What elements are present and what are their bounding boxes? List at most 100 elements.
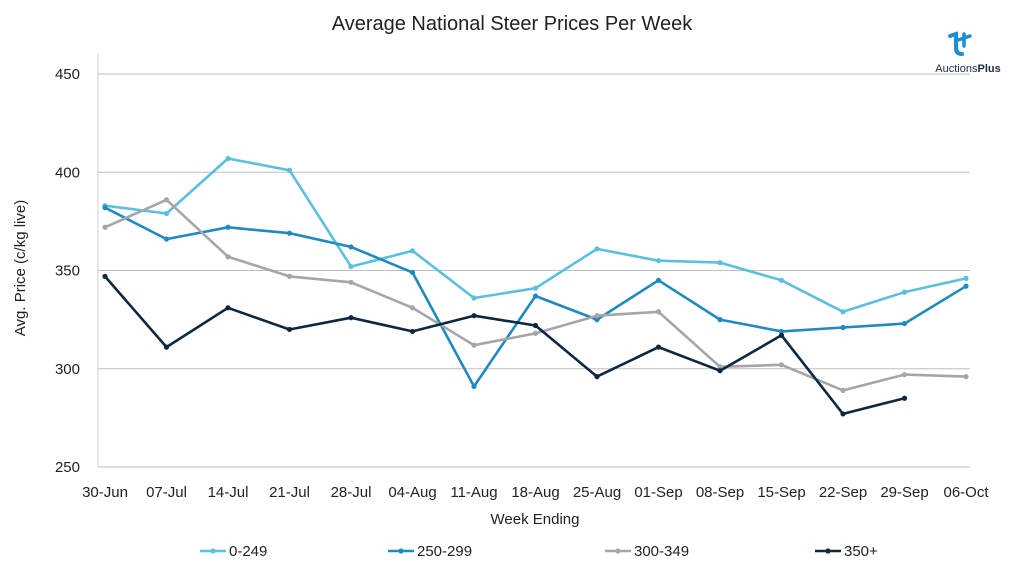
series-group	[102, 155, 969, 417]
data-point	[840, 387, 846, 393]
series-250-299	[102, 205, 969, 390]
chart-title: Average National Steer Prices Per Week	[332, 13, 694, 35]
x-tick-label: 07-Jul	[146, 484, 187, 501]
legend-label: 0-249	[229, 543, 267, 560]
legend: 0-249 250-299 300-349 350+	[200, 543, 878, 560]
data-point	[471, 342, 477, 348]
legend-marker	[398, 548, 404, 554]
legend-marker	[825, 548, 831, 554]
data-point	[778, 362, 785, 368]
data-point	[348, 315, 354, 321]
x-tick-label: 29-Sep	[880, 484, 928, 501]
grid	[97, 54, 970, 468]
data-point	[655, 277, 662, 283]
logo-text: AuctionsPlus	[935, 63, 1000, 75]
data-point	[348, 279, 354, 285]
data-point	[163, 210, 170, 217]
data-point	[471, 295, 477, 301]
data-point	[163, 236, 170, 242]
logo-text-regular: Auctions	[935, 63, 978, 75]
data-point	[717, 364, 723, 370]
series-300-349	[102, 197, 969, 393]
x-tick-label: 28-Jul	[331, 484, 372, 501]
data-point	[348, 244, 354, 250]
data-point	[348, 263, 354, 270]
y-axis-ticks: 250 300 350 400 450	[55, 66, 80, 476]
data-point	[901, 395, 908, 401]
data-point	[655, 344, 662, 350]
data-point	[471, 383, 477, 390]
legend-item: 250-299	[388, 543, 472, 560]
y-tick-label: 300	[55, 361, 80, 378]
x-axis-ticks: 30-Jun 07-Jul 14-Jul 21-Jul 28-Jul 04-Aug 11-A…	[82, 484, 989, 501]
data-point	[102, 205, 108, 211]
logo: AuctionsPlus	[935, 31, 1001, 75]
data-point	[594, 313, 600, 319]
series-line	[104, 275, 905, 416]
data-point	[901, 372, 908, 378]
legend-item: 350+	[815, 543, 878, 560]
x-tick-label: 04-Aug	[388, 484, 436, 501]
data-point	[409, 248, 416, 254]
x-tick-label: 21-Jul	[269, 484, 310, 501]
data-point	[840, 309, 846, 315]
data-point	[286, 273, 293, 279]
data-point	[532, 293, 539, 299]
data-point	[963, 283, 969, 289]
data-point	[901, 289, 908, 295]
legend-label: 300-349	[634, 543, 689, 560]
data-point	[286, 230, 293, 236]
x-tick-label: 06-Oct	[943, 484, 989, 501]
data-point	[409, 328, 416, 335]
data-point	[225, 155, 231, 162]
x-tick-label: 11-Aug	[450, 484, 497, 501]
data-point	[717, 317, 723, 323]
y-axis-label: Avg. Price (c/kg live)	[12, 200, 29, 336]
x-tick-label: 22-Sep	[819, 484, 867, 501]
data-point	[102, 224, 108, 230]
y-tick-label: 450	[55, 66, 80, 83]
data-point	[225, 254, 231, 260]
data-point	[225, 305, 231, 311]
x-axis-label: Week Ending	[491, 511, 580, 528]
y-tick-label: 400	[55, 164, 80, 181]
data-point	[901, 320, 908, 327]
data-point	[409, 305, 416, 311]
data-point	[963, 275, 969, 281]
data-point	[225, 224, 231, 230]
data-point	[532, 322, 539, 329]
series-0-249	[102, 155, 969, 315]
data-point	[409, 269, 416, 276]
data-point	[471, 313, 477, 319]
data-point	[532, 330, 539, 336]
data-point	[778, 332, 785, 338]
legend-marker	[615, 548, 621, 554]
legend-item: 0-249	[200, 543, 267, 560]
data-point	[594, 374, 600, 380]
x-tick-label: 01-Sep	[634, 484, 682, 501]
data-point	[840, 411, 846, 417]
data-point	[778, 328, 785, 335]
x-tick-label: 15-Sep	[757, 484, 805, 501]
data-point	[717, 368, 723, 374]
x-tick-label: 30-Jun	[82, 484, 128, 501]
data-point	[594, 317, 600, 323]
x-tick-label: 18-Aug	[511, 484, 559, 501]
series-350+	[102, 273, 908, 417]
data-point	[778, 277, 785, 283]
legend-label: 250-299	[417, 543, 472, 560]
data-point	[102, 273, 108, 279]
logo-text-bold: Plus	[977, 63, 1000, 75]
y-tick-label: 250	[55, 459, 80, 476]
data-point	[163, 197, 170, 203]
legend-label: 350+	[844, 543, 878, 560]
data-point	[963, 374, 969, 380]
data-point	[532, 285, 539, 291]
auctionsplus-logo-icon	[948, 31, 972, 56]
data-point	[286, 326, 293, 333]
legend-marker	[210, 548, 216, 554]
data-point	[717, 260, 723, 266]
x-tick-label: 08-Sep	[696, 484, 744, 501]
data-point	[163, 344, 170, 350]
